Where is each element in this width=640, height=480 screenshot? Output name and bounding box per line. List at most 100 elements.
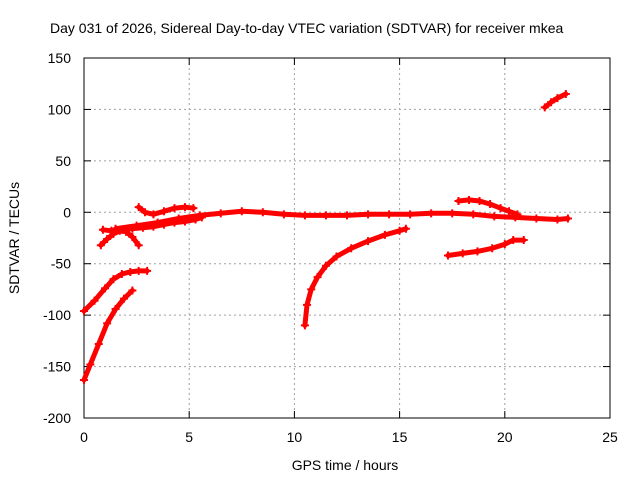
data-point [443,251,452,260]
y-tick-label: 50 [55,153,71,169]
data-point [547,98,556,107]
data-point [509,236,518,245]
series-track-5 [134,203,198,219]
data-point [180,203,189,212]
data-point [303,300,312,309]
data-point [343,211,351,220]
data-point [258,208,267,217]
data-point [80,307,88,316]
x-tick-label: 15 [392,429,408,445]
data-point [364,237,373,246]
data-point [134,241,143,250]
chart-title: Day 031 of 2026, Sidereal Day-to-day VTE… [50,20,563,36]
data-point [395,226,404,235]
data-point [90,296,99,305]
data-point [500,240,509,249]
data-point [532,214,541,223]
x-tick-label: 0 [80,429,88,445]
data-point [96,241,105,250]
series-line [113,208,571,232]
data-point [307,285,316,294]
y-tick-label: -50 [51,256,71,272]
data-point [490,212,499,221]
series-track-7 [300,224,410,330]
data-point [385,210,394,219]
data-point [505,207,514,216]
data-point [347,244,356,253]
data-point [448,209,457,218]
data-point [170,204,179,213]
data-point [103,319,112,328]
data-point [563,214,572,223]
y-tick-label: 100 [48,101,72,117]
x-tick-label: 10 [287,429,303,445]
data-point [473,247,482,256]
data-point [486,200,495,209]
data-point [98,225,107,234]
data-point [107,226,116,235]
data-point [103,235,112,244]
series-track-1 [80,286,137,384]
data-point [174,214,183,223]
data-point [475,196,484,205]
y-tick-label: 150 [48,50,72,66]
series-track-8 [443,236,528,260]
data-point [134,203,143,212]
data-point [313,273,322,282]
data-point [189,204,198,213]
axis-ticks: 0 5 10 15 20 25 -200 -150 -100 -50 0 50 100 150 [43,50,618,445]
data-point [513,210,522,219]
series-track-10 [540,90,570,112]
x-axis-label: GPS time / hours [292,457,399,473]
data-point [540,103,549,112]
data-point [279,210,288,219]
data-point [300,211,309,220]
data-point [149,210,158,219]
data-point [364,210,373,219]
data-point [134,266,143,275]
data-point [117,270,126,278]
x-tick-label: 25 [602,429,618,445]
y-tick-label: -200 [43,410,71,426]
data-point [237,207,246,216]
data-point [469,210,478,219]
series-track-6 [111,207,572,233]
data-point [519,236,528,245]
series-track-9 [454,195,522,219]
data-point [488,244,497,253]
data-point [141,208,150,217]
data-point [406,210,415,219]
data-point [427,209,436,218]
data-point [216,209,225,218]
data-point [380,230,389,239]
series-track-2 [80,266,152,316]
data-point [321,211,330,220]
data-point [143,266,152,275]
grid [84,58,610,418]
data-series [80,90,572,384]
data-point [94,339,103,348]
series-line [542,91,569,110]
data-point [401,224,410,233]
data-point [332,252,341,261]
x-tick-label: 5 [185,429,193,445]
data-point [465,195,474,204]
data-point [80,375,88,384]
data-point [86,360,95,369]
data-point [132,221,141,230]
data-point [454,196,463,205]
y-axis-label: SDTVAR / TECUs [6,182,22,294]
data-point [128,286,137,295]
data-point [321,261,330,270]
data-point [300,321,309,330]
data-point [553,215,562,224]
data-point [119,294,128,303]
y-tick-label: -150 [43,359,71,375]
data-point [153,218,162,227]
data-point [111,304,120,313]
x-tick-label: 20 [497,429,513,445]
data-point [496,204,505,213]
data-point [111,224,120,233]
plot-frame [83,57,611,419]
y-tick-label: -100 [43,307,71,323]
